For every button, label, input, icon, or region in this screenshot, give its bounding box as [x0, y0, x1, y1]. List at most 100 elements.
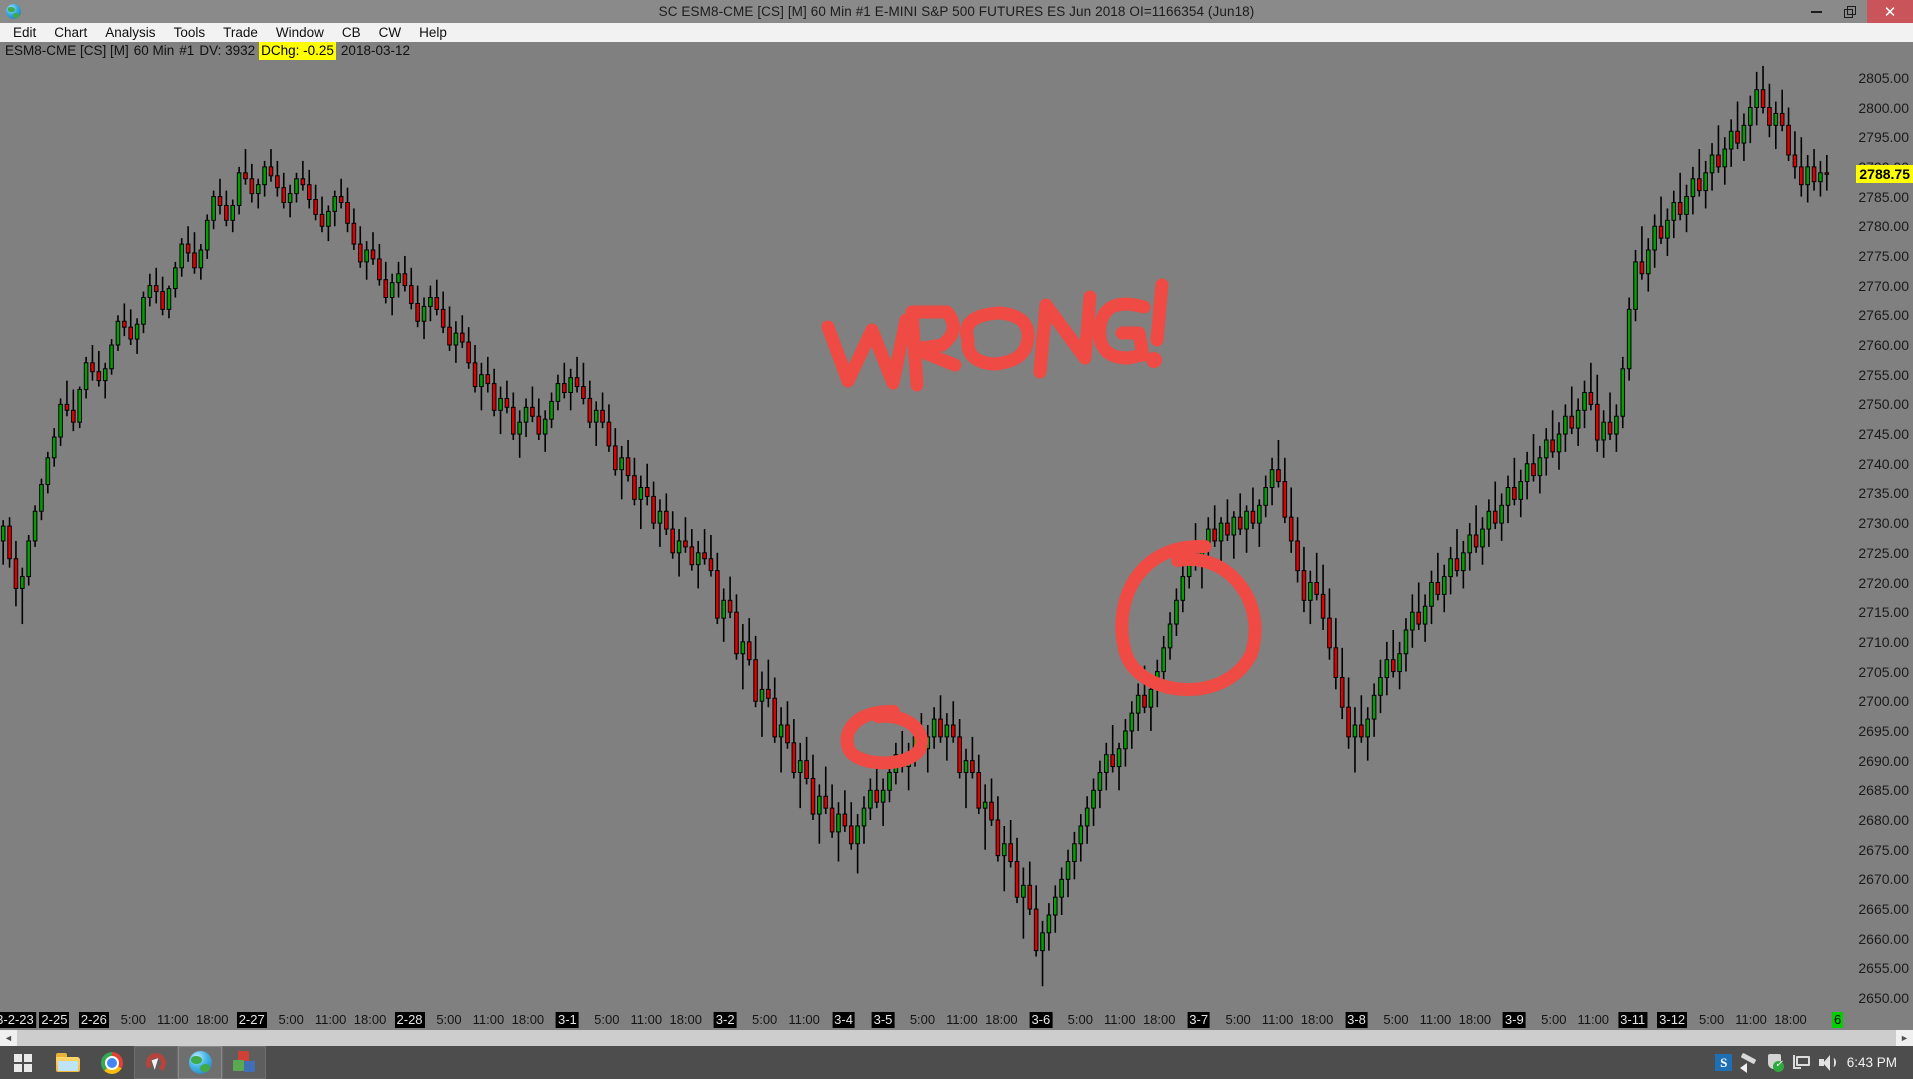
menu-item-help[interactable]: Help [419, 25, 447, 40]
candle [1473, 505, 1479, 553]
time-tick: 5:00 [1225, 1012, 1251, 1027]
candle [1499, 493, 1504, 541]
candle [1295, 517, 1300, 583]
candlestick-series [0, 65, 1830, 987]
menu-item-cb[interactable]: CB [341, 25, 361, 40]
candle [102, 362, 108, 399]
candle [236, 166, 242, 215]
menu-item-chart[interactable]: Chart [54, 25, 88, 40]
candlestick-chart[interactable] [0, 60, 1830, 1010]
menu-item-trade[interactable]: Trade [223, 25, 258, 40]
candle [625, 440, 631, 482]
date-tick: 3-5 [871, 1012, 895, 1028]
candle [1282, 457, 1288, 524]
candle [1008, 820, 1013, 868]
time-tick: 18:00 [985, 1012, 1018, 1027]
candle [938, 695, 943, 743]
candle [1754, 71, 1759, 126]
taskbar-item-sierra-chart[interactable] [178, 1046, 222, 1079]
taskbar-item-file-explorer[interactable] [46, 1046, 90, 1079]
restore-icon [1844, 5, 1856, 18]
scroll-thumb[interactable] [17, 1030, 1896, 1046]
date-tick: 3-9 [1502, 1012, 1526, 1028]
date-tick: 3-7 [1187, 1012, 1211, 1028]
candle [1059, 867, 1064, 915]
candle [1250, 487, 1256, 530]
scroll-track[interactable] [17, 1030, 1896, 1046]
time-tick: 5:00 [1067, 1012, 1093, 1027]
info-chart-number: #1 [179, 43, 195, 58]
candle [71, 389, 76, 432]
candle [160, 276, 165, 316]
candle [670, 511, 675, 559]
scroll-left-arrow[interactable]: ◄ [0, 1030, 17, 1046]
time-tick: 18:00 [195, 1012, 229, 1027]
tray-item-security[interactable] [1763, 1046, 1789, 1079]
candle [1512, 457, 1517, 506]
candle [906, 742, 911, 791]
price-tick: 2695.00 [1858, 722, 1909, 739]
title-bar: SC ESM8-CME [CS] [M] 60 Min #1 E-MINI S&… [0, 0, 1913, 23]
candle [797, 742, 803, 809]
candle [982, 784, 988, 850]
tray-item-snagit[interactable]: S [1711, 1046, 1737, 1079]
candle [823, 766, 829, 815]
menu-item-window[interactable]: Window [275, 25, 324, 40]
menu-item-cw[interactable]: CW [378, 25, 402, 40]
price-tick: 2735.00 [1858, 485, 1909, 502]
price-tick: 2665.00 [1858, 901, 1909, 918]
candle [1671, 190, 1677, 239]
restore-button[interactable] [1833, 0, 1867, 23]
candle [1575, 398, 1581, 446]
close-button[interactable]: ✕ [1867, 0, 1913, 23]
candle [1199, 540, 1205, 589]
candle [1155, 659, 1160, 708]
candle [345, 187, 350, 233]
price-axis[interactable]: 2805.002800.002795.002790.002785.002780.… [1830, 60, 1913, 1010]
candle [434, 279, 440, 316]
candle [1537, 445, 1543, 494]
scroll-right-arrow[interactable]: ► [1896, 1030, 1913, 1046]
candle [243, 149, 248, 185]
candle [287, 184, 293, 218]
taskbar-item-chrome[interactable] [90, 1046, 134, 1079]
candle [810, 754, 816, 820]
tray-item-network[interactable] [1789, 1046, 1815, 1079]
price-tick: 2800.00 [1858, 99, 1909, 116]
magnet-icon [144, 1050, 168, 1075]
minimize-button[interactable] [1799, 0, 1833, 23]
price-tick: 2690.00 [1858, 752, 1909, 769]
candle [440, 291, 446, 334]
candle [1588, 362, 1594, 411]
menu-item-edit[interactable]: Edit [13, 25, 37, 40]
taskbar-item-blocks-app[interactable] [222, 1046, 266, 1079]
candle [1212, 505, 1217, 547]
candle [26, 535, 31, 586]
time-tick: 11:00 [156, 1012, 189, 1027]
time-axis[interactable]: 3-2-232-25 2-26 5:00 11:00 18:00 2-27 5:00 11:0… [0, 1010, 1830, 1030]
start-button[interactable] [0, 1046, 46, 1079]
price-tick: 2685.00 [1858, 782, 1909, 799]
tray-item-volume[interactable] [1815, 1046, 1841, 1079]
candle [1422, 594, 1428, 642]
candle [396, 261, 401, 298]
menu-bar: Edit Chart Analysis Tools Trade Window CB CW Hel… [0, 23, 1913, 42]
system-clock[interactable]: 6:43 PM [1846, 1055, 1897, 1070]
candle [1174, 588, 1179, 636]
candle [1033, 885, 1039, 957]
taskbar-item-magnet-app[interactable] [134, 1046, 178, 1079]
candle [568, 368, 573, 411]
speaker-icon [1818, 1054, 1838, 1071]
tray-item-stylus[interactable] [1737, 1046, 1763, 1079]
horizontal-scrollbar[interactable]: ◄ ► [0, 1030, 1913, 1046]
price-tick: 2760.00 [1858, 337, 1909, 353]
date-tick: 3-1 [555, 1012, 579, 1028]
candle [1550, 410, 1555, 458]
candle [491, 368, 497, 417]
candle [13, 540, 19, 607]
candle [1225, 499, 1230, 541]
candle [332, 190, 338, 227]
menu-item-tools[interactable]: Tools [173, 25, 206, 40]
menu-item-analysis[interactable]: Analysis [105, 25, 156, 40]
